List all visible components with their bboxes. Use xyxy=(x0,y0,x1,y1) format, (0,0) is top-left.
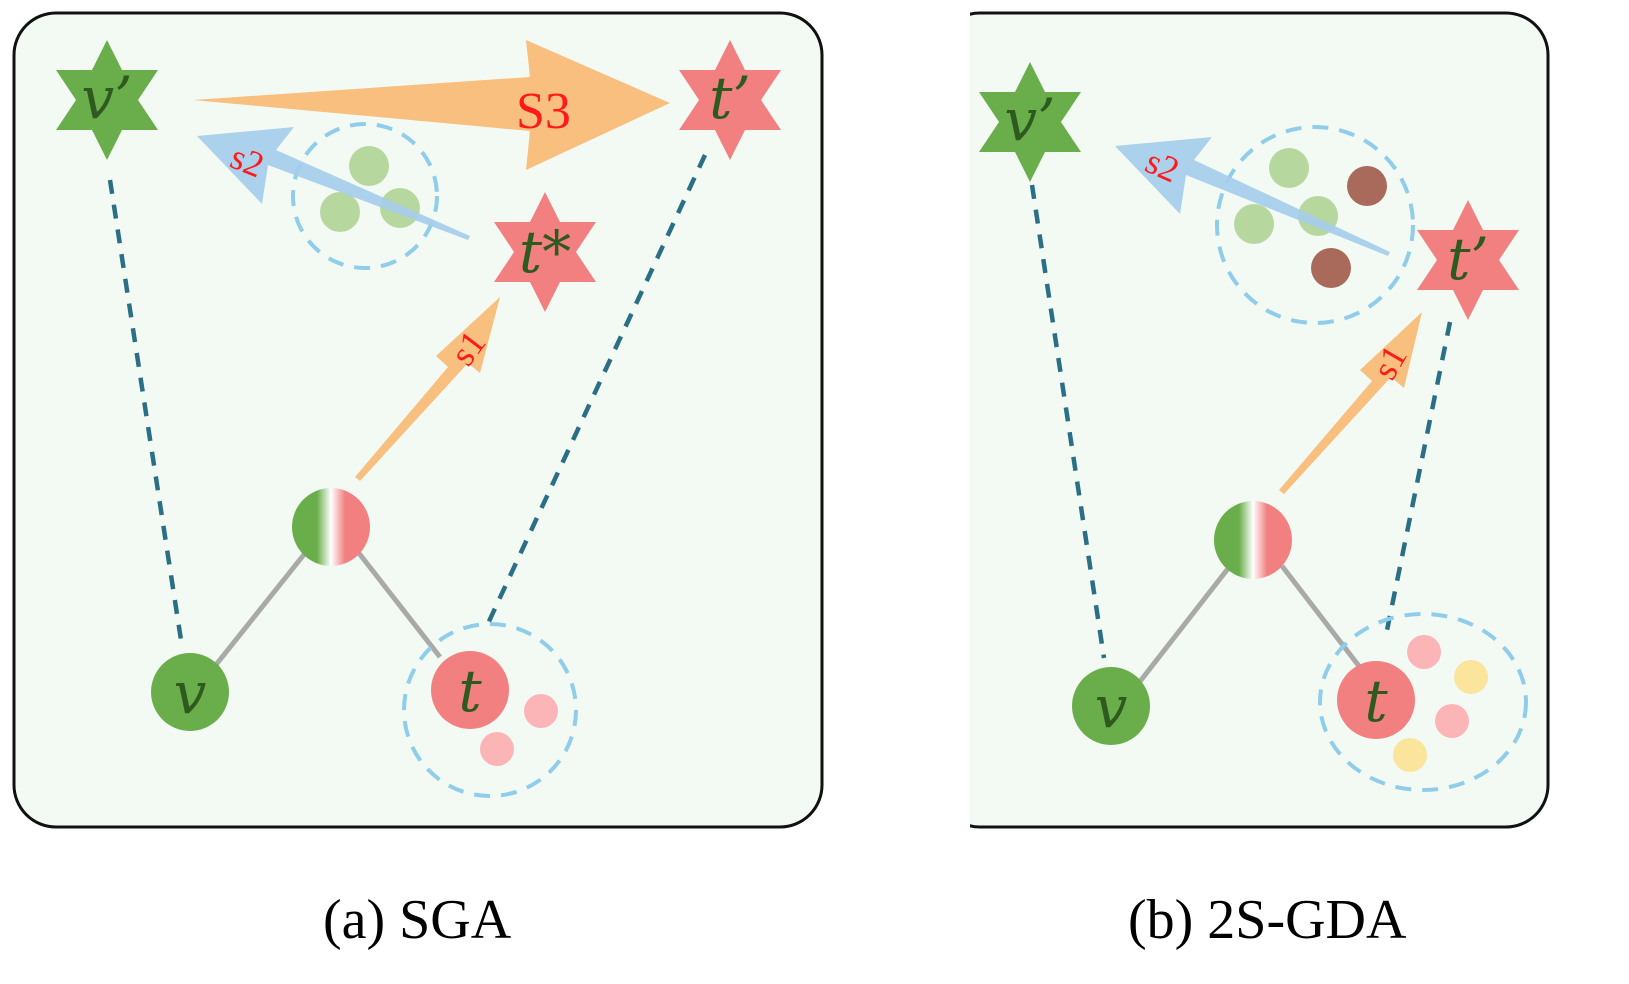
star-v-prime-label: v’ xyxy=(1004,86,1055,154)
edge-mixed-t xyxy=(1280,564,1364,672)
node-v xyxy=(1072,667,1150,745)
green-dot xyxy=(320,192,360,232)
panel-sga: S3 s1 s2 v’ t’ t* v t xyxy=(0,0,864,870)
green-dot xyxy=(349,146,389,186)
cluster-circle xyxy=(291,122,439,270)
star-t-prime-label: t’ xyxy=(1447,225,1489,293)
dashed-line-t-tprime xyxy=(1382,321,1453,641)
panel-frame xyxy=(12,11,824,829)
caption-sga: (a) SGA xyxy=(323,889,512,951)
pink-dot xyxy=(1407,635,1441,669)
star-t-prime-label: t’ xyxy=(709,64,751,132)
arrow-s3 xyxy=(193,40,670,170)
pink-dot xyxy=(480,732,514,766)
node-t-label: t xyxy=(1364,667,1388,735)
brown-dot xyxy=(1347,166,1387,206)
star-v-prime-label: v’ xyxy=(81,64,132,132)
dashed-line-v-vprime xyxy=(1029,184,1107,659)
pink-dot xyxy=(524,694,558,728)
arrow-s2 xyxy=(197,127,470,240)
node-t-label: t xyxy=(458,657,482,725)
node-t xyxy=(1337,661,1415,739)
arrow-s1 xyxy=(355,297,500,481)
dashed-line-v-vprime xyxy=(107,179,184,641)
cluster-circle xyxy=(1215,125,1415,325)
green-dot xyxy=(1234,204,1274,244)
node-v-label: v xyxy=(1095,673,1128,741)
t-cluster-circle xyxy=(402,622,578,798)
green-dot xyxy=(1269,148,1309,188)
star-v-prime xyxy=(56,40,158,160)
mixed-node xyxy=(292,488,370,566)
edge-v-mixed xyxy=(213,550,308,668)
panel-2s-gda: s1 s2 v’ t’ v t xyxy=(936,0,1629,870)
diagram-2s-gda: s1 s2 v’ t’ v t xyxy=(936,11,1550,829)
node-v xyxy=(151,653,229,731)
star-t-prime xyxy=(1417,200,1519,320)
yellow-dot xyxy=(1454,660,1488,694)
star-t-prime xyxy=(679,40,781,160)
star-v-prime xyxy=(979,62,1081,182)
diagram-sga: S3 s1 s2 v’ t’ t* v t xyxy=(12,11,824,829)
edge-mixed-t xyxy=(356,550,442,659)
arrow-s2 xyxy=(1115,137,1390,256)
arrow-s3-label: S3 xyxy=(516,83,571,140)
dashed-line-t-tprime xyxy=(482,154,708,631)
star-t-star-label: t* xyxy=(519,218,571,286)
star-t-star xyxy=(494,192,596,312)
mixed-node xyxy=(1214,501,1292,579)
caption-2s-gda: (b) 2S-GDA xyxy=(1128,889,1407,951)
pink-dot xyxy=(1435,704,1469,738)
node-v-label: v xyxy=(174,659,207,727)
arrow-s1 xyxy=(1279,312,1422,494)
yellow-dot xyxy=(1393,738,1427,772)
t-cluster-circle xyxy=(1318,612,1528,792)
edge-v-mixed xyxy=(1136,564,1232,686)
node-t xyxy=(431,651,509,729)
brown-dot xyxy=(1311,248,1351,288)
